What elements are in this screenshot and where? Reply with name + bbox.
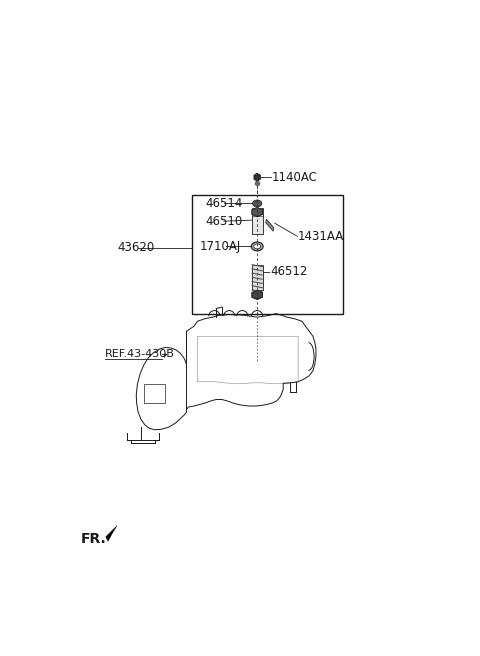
Bar: [192, 195, 343, 314]
Polygon shape: [254, 174, 260, 181]
Text: 1710AJ: 1710AJ: [200, 240, 241, 253]
Text: 46514: 46514: [205, 197, 242, 210]
Text: 46512: 46512: [270, 265, 308, 278]
Polygon shape: [252, 291, 262, 299]
Bar: [252, 208, 263, 234]
Text: REF.43-430B: REF.43-430B: [105, 349, 175, 359]
Ellipse shape: [254, 244, 261, 249]
Text: 1431AA: 1431AA: [298, 230, 344, 243]
Text: FR.: FR.: [81, 533, 106, 546]
Text: 43620: 43620: [118, 241, 155, 255]
Text: 1140AC: 1140AC: [272, 171, 318, 184]
Polygon shape: [106, 525, 117, 541]
Polygon shape: [266, 219, 274, 232]
Text: 46510: 46510: [205, 215, 242, 228]
Bar: [144, 384, 165, 403]
Bar: [252, 264, 263, 290]
Ellipse shape: [251, 242, 263, 251]
Ellipse shape: [252, 200, 262, 207]
Polygon shape: [252, 208, 262, 216]
